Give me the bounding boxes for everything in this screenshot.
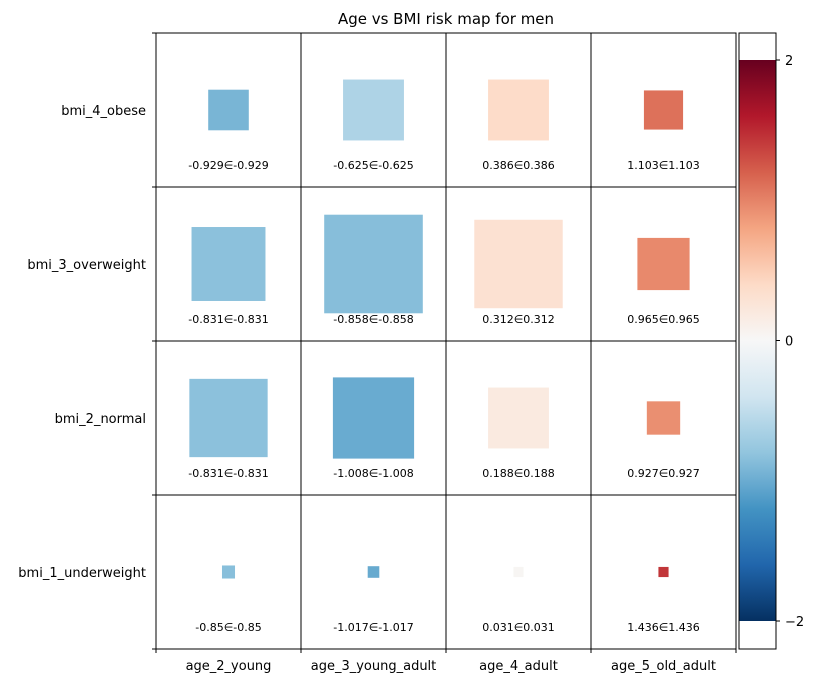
cell-value-label: -0.858∈-0.858 bbox=[333, 313, 414, 326]
cell-square bbox=[488, 79, 549, 141]
colorbar-tick-label: 0 bbox=[785, 335, 793, 350]
y-tick-label: bmi_4_obese bbox=[61, 104, 146, 119]
cell-value-label: 1.103∈1.103 bbox=[627, 159, 700, 172]
cell-square bbox=[646, 401, 681, 435]
cell-value-label: -1.017∈-1.017 bbox=[333, 621, 414, 634]
cell-value-label: 0.965∈0.965 bbox=[627, 313, 700, 326]
y-tick-label: bmi_2_normal bbox=[55, 412, 146, 427]
cell-square bbox=[332, 377, 415, 459]
cell-square bbox=[324, 214, 423, 314]
colorbar-tick-label: −2 bbox=[785, 615, 804, 630]
x-tick-label: age_5_old_adult bbox=[611, 659, 716, 674]
cell-value-label: 1.436∈1.436 bbox=[627, 621, 700, 634]
cell-square bbox=[643, 90, 684, 130]
cell-square bbox=[474, 219, 563, 309]
cell-square bbox=[513, 566, 524, 578]
axes: bmi_4_obese bmi_3_overweight bmi_2_normalb… bbox=[18, 32, 737, 674]
cell-square bbox=[637, 237, 690, 291]
y-tick-label: bmi_1_underweight bbox=[18, 566, 146, 581]
cell-square bbox=[221, 565, 236, 579]
y-tick-label: bmi_3_overweight bbox=[27, 258, 146, 273]
x-tick-label: age_2_young bbox=[186, 659, 272, 674]
x-tick-label: age_3_young_adult bbox=[311, 659, 437, 674]
cell-value-label: -0.831∈-0.831 bbox=[188, 313, 269, 326]
colorbar: −2 0 2 bbox=[738, 32, 804, 650]
cell-value-label: 0.031∈0.031 bbox=[482, 621, 555, 634]
cell-value-label: -1.008∈-1.008 bbox=[333, 467, 414, 480]
chart-title: Age vs BMI risk map for men bbox=[338, 10, 554, 28]
cell-value-label: 0.188∈0.188 bbox=[482, 467, 555, 480]
cell-value-label: -0.625∈-0.625 bbox=[333, 159, 414, 172]
x-tick-label: age_4_adult bbox=[479, 659, 558, 674]
cell-value-label: -0.929∈-0.929 bbox=[188, 159, 269, 172]
colorbar-scale bbox=[739, 60, 776, 621]
cell-value-label: -0.831∈-0.831 bbox=[188, 467, 269, 480]
cell-square bbox=[343, 79, 404, 141]
colorbar-tick-label: 2 bbox=[785, 54, 793, 69]
cell-value-label: 0.312∈0.312 bbox=[482, 313, 555, 326]
cell-square bbox=[191, 227, 266, 301]
cell-value-label: 0.386∈0.386 bbox=[482, 159, 555, 172]
cell-square bbox=[367, 566, 380, 578]
cell-value-label: -0.85∈-0.85 bbox=[195, 621, 262, 634]
cells: -0.929∈-0.929 -0.625∈-0.625 0.386∈0.386 1.1… bbox=[188, 79, 700, 634]
cell-square bbox=[658, 566, 669, 578]
cell-value-label: 0.927∈0.927 bbox=[627, 467, 700, 480]
cell-square bbox=[488, 387, 549, 449]
cell-square bbox=[189, 378, 268, 458]
cell-square bbox=[208, 89, 249, 131]
